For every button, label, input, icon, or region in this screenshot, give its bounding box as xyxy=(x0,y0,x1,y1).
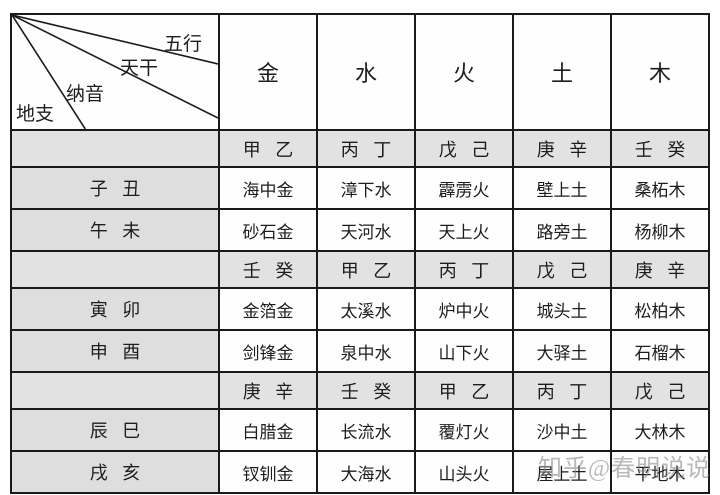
corner-diagonal-cell: 五行 天干 纳音 地支 xyxy=(10,13,220,131)
stems-row-2: 壬 癸 甲 乙 丙 丁 戊 己 庚 辛 xyxy=(10,250,710,289)
stems-cell: 甲 乙 xyxy=(218,129,318,168)
stems-cell: 庚 辛 xyxy=(610,250,710,289)
diagonal-lines xyxy=(13,16,217,128)
nayin-cell: 大驿土 xyxy=(512,329,612,373)
stems-cell: 甲 乙 xyxy=(316,250,416,289)
nayin-cell: 山头火 xyxy=(414,450,514,494)
branch-row-wuwei: 午 未 砂石金 天河水 天上火 路旁土 杨柳木 xyxy=(10,208,710,252)
nayin-cell: 炉中火 xyxy=(414,287,514,331)
nayin-cell: 砂石金 xyxy=(218,208,318,252)
nayin-cell: 山下火 xyxy=(414,329,514,373)
stems-cell: 壬 癸 xyxy=(316,371,416,410)
branch-row-yinmao: 寅 卯 金箔金 太溪水 炉中火 城头土 松柏木 xyxy=(10,287,710,331)
stems-cell: 丙 丁 xyxy=(512,371,612,410)
nayin-cell: 钗钏金 xyxy=(218,450,318,494)
nayin-cell: 天上火 xyxy=(414,208,514,252)
nayin-cell: 漳下水 xyxy=(316,166,416,210)
header-row: 五行 天干 纳音 地支 金 水 火 土 木 xyxy=(10,13,710,131)
stems-cell: 戊 己 xyxy=(512,250,612,289)
nayin-cell: 沙中土 xyxy=(512,408,612,452)
branch-row-shenyou: 申 酉 剑锋金 泉中水 山下火 大驿土 石榴木 xyxy=(10,329,710,373)
stems-cell: 壬 癸 xyxy=(610,129,710,168)
column-header-shui: 水 xyxy=(316,13,416,131)
stems-cell: 丙 丁 xyxy=(316,129,416,168)
stems-row-3: 庚 辛 壬 癸 甲 乙 丙 丁 戊 己 xyxy=(10,371,710,410)
nayin-cell: 大林木 xyxy=(610,408,710,452)
column-header-mu: 木 xyxy=(610,13,710,131)
stems-cell: 甲 乙 xyxy=(414,371,514,410)
branch-row-zichou: 子 丑 海中金 漳下水 霹雳火 壁上土 桑柘木 xyxy=(10,166,710,210)
nayin-cell: 长流水 xyxy=(316,408,416,452)
nayin-cell: 霹雳火 xyxy=(414,166,514,210)
stems-cell: 丙 丁 xyxy=(414,250,514,289)
branch-row-xuhai: 戌 亥 钗钏金 大海水 山头火 屋上土 平地木 xyxy=(10,450,710,494)
nayin-cell: 杨柳木 xyxy=(610,208,710,252)
nayin-wuxing-table: 五行 天干 纳音 地支 金 水 火 土 木 甲 乙 丙 丁 戊 己 庚 辛 壬 … xyxy=(10,13,710,494)
stems-cell: 戊 己 xyxy=(610,371,710,410)
nayin-cell: 松柏木 xyxy=(610,287,710,331)
column-header-huo: 火 xyxy=(414,13,514,131)
stems-row-label xyxy=(10,250,220,289)
stems-cell: 戊 己 xyxy=(414,129,514,168)
stems-cell: 壬 癸 xyxy=(218,250,318,289)
nayin-cell: 大海水 xyxy=(316,450,416,494)
nayin-cell: 白腊金 xyxy=(218,408,318,452)
nayin-cell: 剑锋金 xyxy=(218,329,318,373)
nayin-cell: 泉中水 xyxy=(316,329,416,373)
branch-label: 辰 巳 xyxy=(10,408,220,452)
nayin-cell: 海中金 xyxy=(218,166,318,210)
nayin-cell: 路旁土 xyxy=(512,208,612,252)
column-header-tu: 土 xyxy=(512,13,612,131)
column-header-jin: 金 xyxy=(218,13,318,131)
corner-label-nayin: 纳音 xyxy=(66,84,105,105)
stems-cell: 庚 辛 xyxy=(512,129,612,168)
corner-label-tiangan: 天干 xyxy=(120,58,159,79)
nayin-cell: 桑柘木 xyxy=(610,166,710,210)
branch-label: 子 丑 xyxy=(10,166,220,210)
stems-row-1: 甲 乙 丙 丁 戊 己 庚 辛 壬 癸 xyxy=(10,129,710,168)
stems-row-label xyxy=(10,371,220,410)
stems-cell: 庚 辛 xyxy=(218,371,318,410)
branch-label: 寅 卯 xyxy=(10,287,220,331)
nayin-cell: 平地木 xyxy=(610,450,710,494)
nayin-cell: 屋上土 xyxy=(512,450,612,494)
branch-label: 申 酉 xyxy=(10,329,220,373)
stems-row-label xyxy=(10,129,220,168)
nayin-cell: 天河水 xyxy=(316,208,416,252)
nayin-cell: 壁上土 xyxy=(512,166,612,210)
branch-label: 午 未 xyxy=(10,208,220,252)
branch-row-chensi: 辰 巳 白腊金 长流水 覆灯火 沙中土 大林木 xyxy=(10,408,710,452)
nayin-cell: 覆灯火 xyxy=(414,408,514,452)
nayin-cell: 太溪水 xyxy=(316,287,416,331)
nayin-cell: 城头土 xyxy=(512,287,612,331)
nayin-cell: 石榴木 xyxy=(610,329,710,373)
branch-label: 戌 亥 xyxy=(10,450,220,494)
corner-label-wuxing: 五行 xyxy=(164,34,203,55)
corner-label-dizhi: 地支 xyxy=(16,104,55,125)
nayin-cell: 金箔金 xyxy=(218,287,318,331)
